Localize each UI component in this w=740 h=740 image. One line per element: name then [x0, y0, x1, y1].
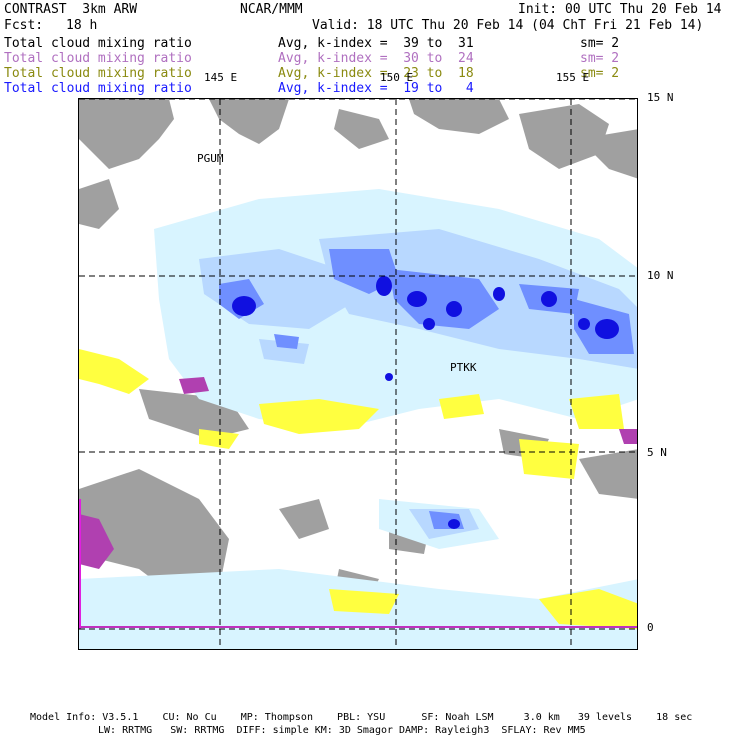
legend-field-3: Total cloud mixing ratio — [4, 66, 192, 81]
cloud-field-layer — [79, 99, 637, 649]
lat-label-10n: 10 N — [647, 269, 674, 282]
forecast-hour: 18 h — [66, 18, 98, 33]
center-name: NCAR/MMM — [240, 2, 303, 17]
lat-label-5n: 5 N — [647, 446, 667, 459]
valid-time: Valid: 18 UTC Thu 20 Feb 14 (04 ChT Fri … — [312, 18, 704, 33]
legend-sm-2: sm= 2 — [580, 51, 620, 66]
model-name: CONTRAST 3km ARW — [4, 2, 138, 17]
deep-convection-cores — [232, 276, 619, 529]
lat-label-0: 0 — [647, 621, 654, 634]
lon-label-150: 150 E — [380, 71, 414, 84]
lon-label-155: 155 E — [556, 71, 590, 84]
graticule — [79, 99, 637, 649]
station-pgum: PGUM — [197, 152, 224, 165]
legend-stat-4: Avg, k-index = 19 to 4 — [278, 81, 474, 96]
legend-field-1: Total cloud mixing ratio — [4, 36, 192, 51]
forecast-label: Fcst: — [4, 18, 44, 33]
legend-stat-2: Avg, k-index = 30 to 24 — [278, 51, 474, 66]
station-ptkk: PTKK — [450, 361, 477, 374]
footer-physics-info: LW: RRTMG SW: RRTMG DIFF: simple KM: 3D … — [98, 725, 586, 736]
low-cloud-areas — [79, 349, 637, 629]
legend-field-4: Total cloud mixing ratio — [4, 81, 192, 96]
lon-label-145: 145 E — [204, 71, 238, 84]
footer-model-info: Model Info: V3.5.1 CU: No Cu MP: Thompso… — [30, 712, 693, 723]
legend-stat-1: Avg, k-index = 39 to 31 — [278, 36, 474, 51]
legend-stat-3: Avg, k-index = 23 to 18 — [278, 66, 474, 81]
init-time: Init: 00 UTC Thu 20 Feb 14 — [518, 2, 722, 17]
lat-label-15n: 15 N — [647, 91, 674, 104]
forecast-map: PGUM PTKK — [78, 98, 638, 650]
legend-sm-1: sm= 2 — [580, 36, 620, 51]
legend-field-2: Total cloud mixing ratio — [4, 51, 192, 66]
mid-cloud-areas — [79, 377, 637, 569]
legend-sm-3: sm= 2 — [580, 66, 620, 81]
